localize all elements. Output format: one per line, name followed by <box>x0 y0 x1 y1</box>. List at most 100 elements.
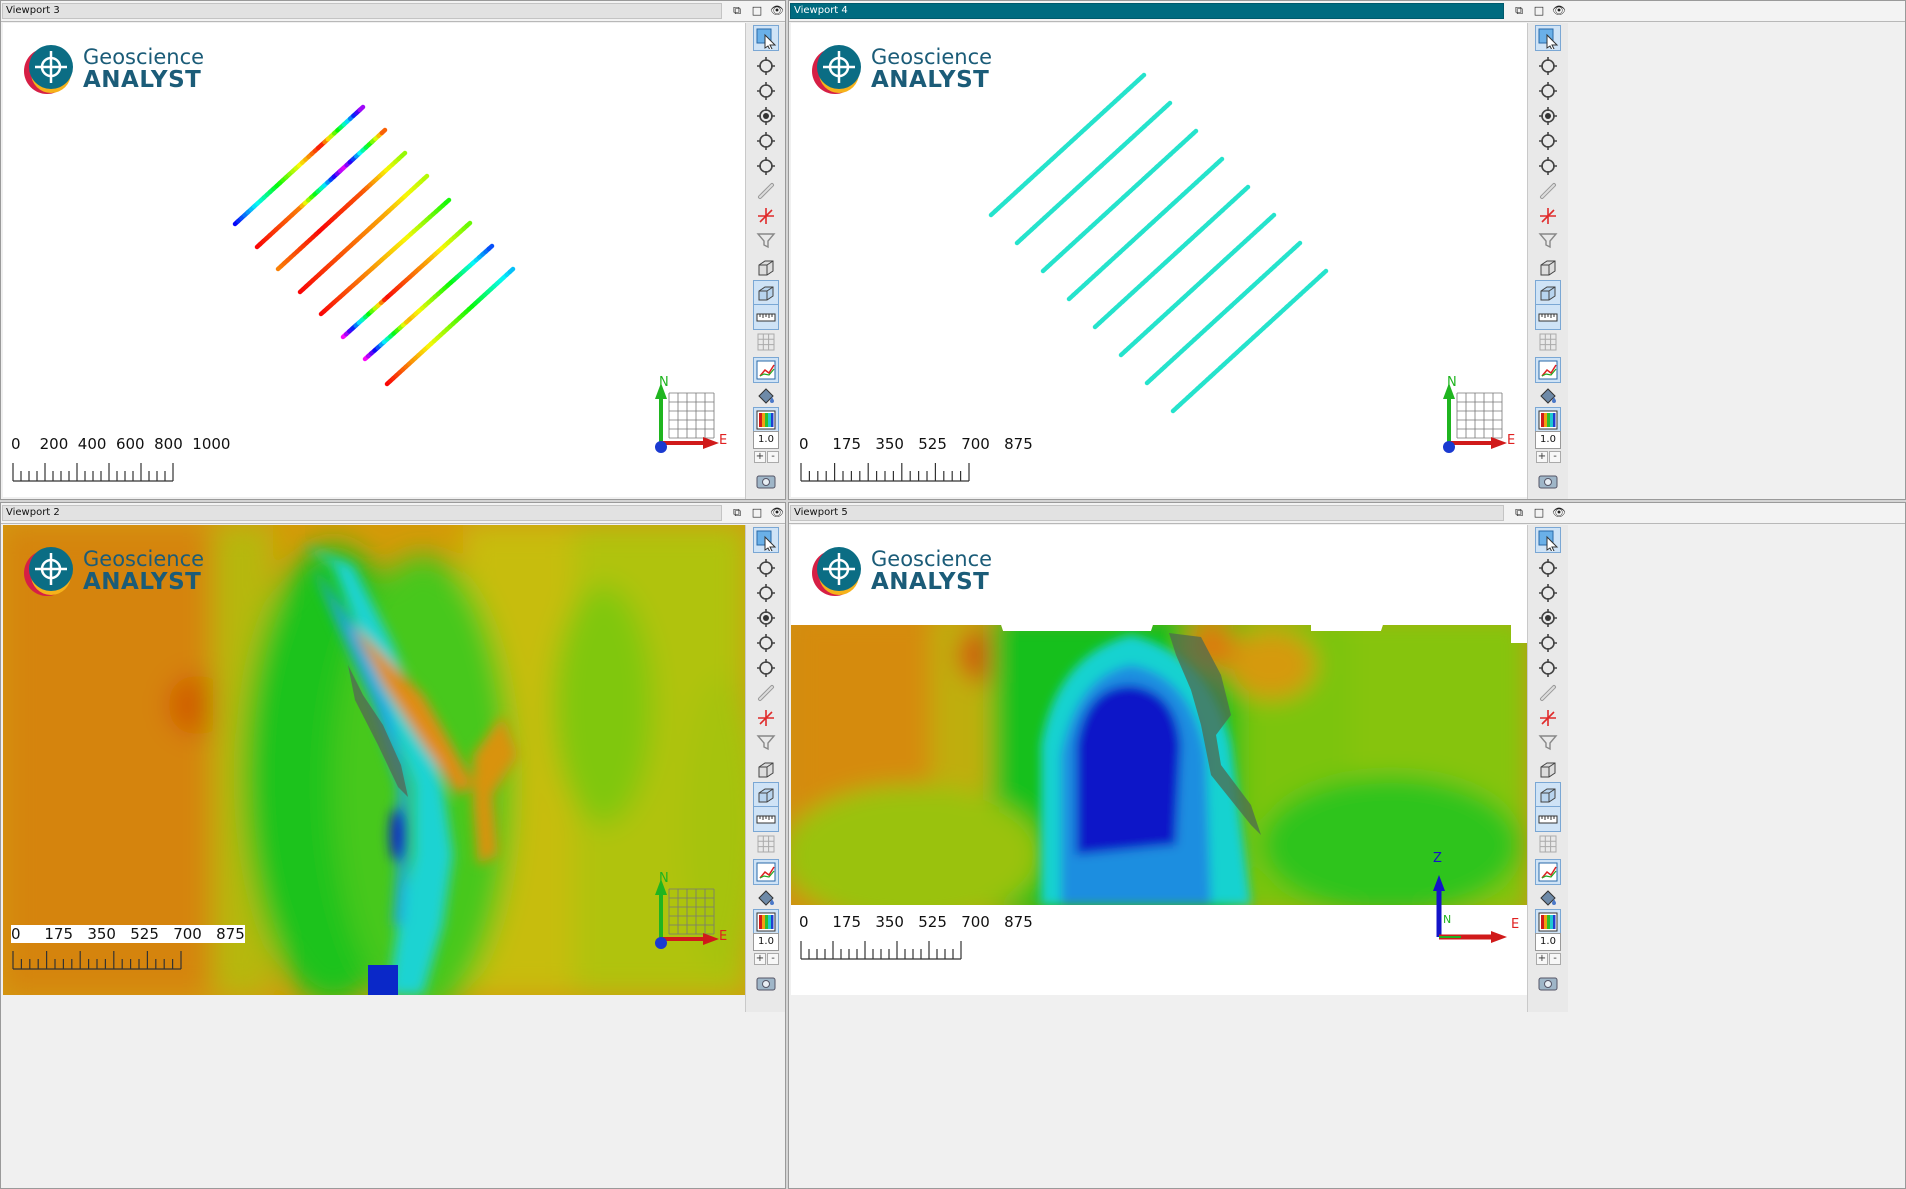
link-button[interactable] <box>1535 680 1561 706</box>
viewport-2[interactable]: Viewport 2 ⧉ □ 👁 <box>0 502 786 1189</box>
screenshot-button[interactable] <box>1535 471 1561 491</box>
orbit-button[interactable] <box>753 630 779 656</box>
viewport-title[interactable]: Viewport 4 <box>790 3 1504 19</box>
fill-button[interactable] <box>753 884 779 910</box>
zoom-in-button[interactable]: + <box>1536 953 1548 965</box>
ruler-button[interactable] <box>753 304 779 330</box>
restore-icon[interactable]: ⧉ <box>1515 506 1523 519</box>
grid-button[interactable] <box>1535 831 1561 857</box>
clip-plane-button[interactable] <box>1535 782 1561 808</box>
reset-view-button[interactable] <box>753 555 779 581</box>
axes-display-button[interactable] <box>753 357 779 383</box>
pan-button[interactable] <box>753 153 779 179</box>
pan-button[interactable] <box>753 655 779 681</box>
center-view-button[interactable] <box>753 103 779 129</box>
colorbar-button[interactable] <box>1535 909 1561 935</box>
fill-button[interactable] <box>753 382 779 408</box>
viewport-4[interactable]: Viewport 4 ⧉ □ 👁 Geoscience ANALYST 0 17… <box>788 0 1906 500</box>
filter-button[interactable] <box>753 729 779 755</box>
colorbar-button[interactable] <box>753 909 779 935</box>
select-button[interactable] <box>753 25 779 51</box>
zoom-factor-field[interactable]: 1.0 <box>1535 933 1561 951</box>
colorbar-button[interactable] <box>1535 407 1561 433</box>
zoom-in-button[interactable]: + <box>754 953 766 965</box>
rotate-view-button[interactable] <box>753 580 779 606</box>
reset-view-button[interactable] <box>1535 53 1561 79</box>
link-button[interactable] <box>753 680 779 706</box>
zoom-out-button[interactable]: - <box>767 953 779 965</box>
fill-button[interactable] <box>1535 884 1561 910</box>
clip-box-button[interactable] <box>1535 255 1561 281</box>
axes-display-button[interactable] <box>753 859 779 885</box>
select-button[interactable] <box>1535 527 1561 553</box>
clip-box-button[interactable] <box>753 757 779 783</box>
zoom-out-button[interactable]: - <box>1549 953 1561 965</box>
axes-cross-button[interactable] <box>753 203 779 229</box>
eye-icon[interactable]: 👁 <box>1552 4 1566 17</box>
viewport-canvas[interactable]: Geoscience ANALYST 0 200 400 600 800 100… <box>3 23 747 497</box>
pan-button[interactable] <box>1535 153 1561 179</box>
link-button[interactable] <box>753 178 779 204</box>
rotate-view-button[interactable] <box>1535 78 1561 104</box>
zoom-out-button[interactable]: - <box>1549 451 1561 463</box>
grid-button[interactable] <box>753 329 779 355</box>
maximize-icon[interactable]: □ <box>1533 4 1545 17</box>
maximize-icon[interactable]: □ <box>751 506 763 519</box>
filter-button[interactable] <box>753 227 779 253</box>
rotate-view-button[interactable] <box>753 78 779 104</box>
select-button[interactable] <box>753 527 779 553</box>
filter-button[interactable] <box>1535 729 1561 755</box>
restore-icon[interactable]: ⧉ <box>733 506 741 519</box>
axes-cross-button[interactable] <box>1535 203 1561 229</box>
orbit-button[interactable] <box>1535 630 1561 656</box>
viewport-title[interactable]: Viewport 5 <box>790 505 1504 521</box>
clip-plane-button[interactable] <box>753 782 779 808</box>
zoom-in-button[interactable]: + <box>754 451 766 463</box>
restore-icon[interactable]: ⧉ <box>733 4 741 17</box>
grid-button[interactable] <box>1535 329 1561 355</box>
axes-display-button[interactable] <box>1535 859 1561 885</box>
center-view-button[interactable] <box>753 605 779 631</box>
pan-button[interactable] <box>1535 655 1561 681</box>
fill-button[interactable] <box>1535 382 1561 408</box>
ruler-button[interactable] <box>1535 806 1561 832</box>
eye-icon[interactable]: 👁 <box>770 506 784 519</box>
clip-box-button[interactable] <box>753 255 779 281</box>
clip-plane-button[interactable] <box>1535 280 1561 306</box>
viewport-3[interactable]: Viewport 3 ⧉ □ 👁 Geoscience ANALYST 0 20… <box>0 0 786 500</box>
clip-box-button[interactable] <box>1535 757 1561 783</box>
orbit-button[interactable] <box>1535 128 1561 154</box>
viewport-canvas[interactable]: Geoscience ANALYST 0 175 350 525 700 875… <box>791 525 1529 995</box>
reset-view-button[interactable] <box>1535 555 1561 581</box>
screenshot-button[interactable] <box>1535 973 1561 993</box>
grid-button[interactable] <box>753 831 779 857</box>
screenshot-button[interactable] <box>753 973 779 993</box>
colorbar-button[interactable] <box>753 407 779 433</box>
zoom-factor-field[interactable]: 1.0 <box>753 933 779 951</box>
ruler-button[interactable] <box>753 806 779 832</box>
screenshot-button[interactable] <box>753 471 779 491</box>
axes-display-button[interactable] <box>1535 357 1561 383</box>
link-button[interactable] <box>1535 178 1561 204</box>
viewport-title[interactable]: Viewport 3 <box>2 3 722 19</box>
viewport-canvas[interactable]: Geoscience ANALYST 0 175 350 525 700 875… <box>3 525 747 995</box>
viewport-canvas[interactable]: Geoscience ANALYST 0 175 350 525 700 875… <box>791 23 1529 497</box>
center-view-button[interactable] <box>1535 103 1561 129</box>
reset-view-button[interactable] <box>753 53 779 79</box>
rotate-view-button[interactable] <box>1535 580 1561 606</box>
zoom-in-button[interactable]: + <box>1536 451 1548 463</box>
axes-cross-button[interactable] <box>753 705 779 731</box>
viewport-title[interactable]: Viewport 2 <box>2 505 722 521</box>
orbit-button[interactable] <box>753 128 779 154</box>
viewport-5[interactable]: Viewport 5 ⧉ □ 👁 <box>788 502 1906 1189</box>
eye-icon[interactable]: 👁 <box>1552 506 1566 519</box>
axes-cross-button[interactable] <box>1535 705 1561 731</box>
center-view-button[interactable] <box>1535 605 1561 631</box>
select-button[interactable] <box>1535 25 1561 51</box>
zoom-factor-field[interactable]: 1.0 <box>1535 431 1561 449</box>
zoom-factor-field[interactable]: 1.0 <box>753 431 779 449</box>
clip-plane-button[interactable] <box>753 280 779 306</box>
restore-icon[interactable]: ⧉ <box>1515 4 1523 17</box>
eye-icon[interactable]: 👁 <box>770 4 784 17</box>
maximize-icon[interactable]: □ <box>1533 506 1545 519</box>
